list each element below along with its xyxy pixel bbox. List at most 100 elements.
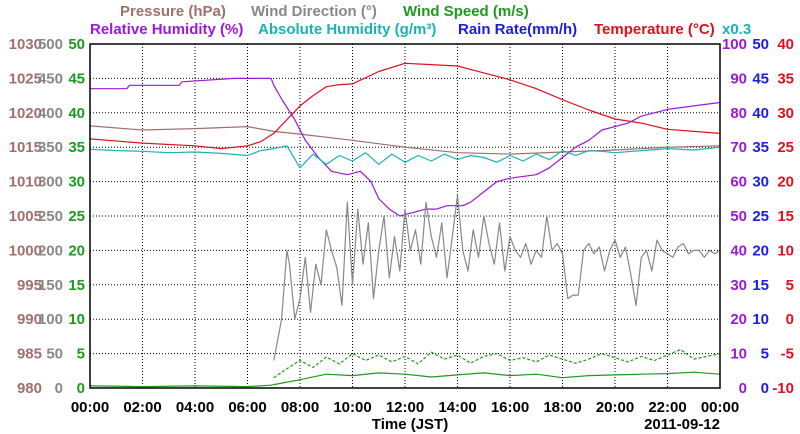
- legend-scale-note: x0.3: [722, 21, 751, 38]
- y-tick-wind-speed: 40: [68, 105, 85, 122]
- y-tick-wind-speed: 20: [68, 242, 85, 259]
- y-tick-temperature: 5: [786, 277, 794, 294]
- x-tick: 02:00: [123, 399, 161, 416]
- y-tick-temperature: -10: [772, 380, 794, 397]
- legend-rain-rate: Rain Rate(mm/h): [458, 21, 577, 38]
- series-layer: [89, 62, 721, 388]
- x-tick: 10:00: [333, 399, 371, 416]
- legend-wind-direction: Wind Direction (°): [251, 3, 377, 20]
- y-tick-temperature: 35: [777, 70, 794, 87]
- y-tick-relative-humidity: 40: [730, 242, 747, 259]
- y-tick-wind-speed: 35: [68, 139, 85, 156]
- x-tick: 20:00: [596, 399, 634, 416]
- y-tick-temperature: 15: [777, 208, 794, 225]
- tick-layer: 1030102510201015101010051000995990985980…: [9, 36, 794, 416]
- x-axis-label: Time (JST): [372, 416, 448, 433]
- y-tick-wind-direction: 150: [38, 277, 63, 294]
- grid: [90, 44, 720, 388]
- y-tick-pressure: 1000: [9, 242, 42, 259]
- y-tick-rain-rate: 35: [752, 139, 769, 156]
- y-tick-temperature: 25: [777, 139, 794, 156]
- y-tick-rain-rate: 5: [761, 346, 769, 363]
- series-line-wind-speed-gust-m-s: [273, 348, 721, 379]
- y-tick-relative-humidity: 50: [730, 208, 747, 225]
- x-tick: 16:00: [491, 399, 529, 416]
- y-tick-relative-humidity: 20: [730, 311, 747, 328]
- y-tick-wind-speed: 10: [68, 311, 85, 328]
- y-tick-wind-direction: 50: [46, 346, 63, 363]
- y-tick-relative-humidity: 10: [730, 346, 747, 363]
- y-tick-temperature: 40: [777, 36, 794, 53]
- plot-frame: [89, 43, 721, 389]
- y-tick-temperature: 20: [777, 174, 794, 191]
- x-tick: 00:00: [701, 399, 739, 416]
- series-line-relative-humidity: [90, 77, 721, 217]
- x-tick: 12:00: [386, 399, 424, 416]
- y-tick-relative-humidity: 70: [730, 139, 747, 156]
- y-tick-wind-speed: 25: [68, 208, 85, 225]
- x-tick: 00:00: [71, 399, 109, 416]
- y-tick-wind-direction: 400: [38, 105, 63, 122]
- y-tick-pressure: 1005: [9, 208, 42, 225]
- y-tick-relative-humidity: 60: [730, 174, 747, 191]
- y-tick-wind-speed: 15: [68, 277, 85, 294]
- legend-relative-humidity: Relative Humidity (%): [90, 21, 243, 38]
- y-tick-relative-humidity: 0: [739, 380, 747, 397]
- y-tick-temperature: 0: [786, 311, 794, 328]
- y-tick-pressure: 1025: [9, 70, 42, 87]
- y-tick-wind-speed: 5: [77, 346, 85, 363]
- series-line-absolute-humidity-g-m: [89, 145, 721, 169]
- legend-temperature: Temperature (°C): [594, 21, 715, 38]
- y-tick-rain-rate: 40: [752, 105, 769, 122]
- y-tick-wind-direction: 450: [38, 70, 63, 87]
- series-line-wind-speed-m-s: [89, 371, 721, 388]
- y-tick-pressure: 980: [17, 380, 42, 397]
- x-tick: 22:00: [648, 399, 686, 416]
- y-tick-temperature: -5: [781, 346, 794, 363]
- y-tick-wind-direction: 0: [55, 380, 63, 397]
- y-tick-wind-speed: 50: [68, 36, 85, 53]
- date-label: 2011-09-12: [644, 416, 720, 433]
- x-tick: 14:00: [438, 399, 476, 416]
- y-tick-wind-speed: 30: [68, 174, 85, 191]
- y-tick-relative-humidity: 90: [730, 70, 747, 87]
- y-tick-relative-humidity: 100: [722, 36, 747, 53]
- y-tick-wind-direction: 350: [38, 139, 63, 156]
- x-tick: 08:00: [281, 399, 319, 416]
- y-tick-temperature: 10: [777, 242, 794, 259]
- y-tick-rain-rate: 25: [752, 208, 769, 225]
- y-tick-relative-humidity: 30: [730, 277, 747, 294]
- y-tick-pressure: 1015: [9, 139, 42, 156]
- y-tick-wind-direction: 500: [38, 36, 63, 53]
- y-tick-wind-direction: 250: [38, 208, 63, 225]
- series-line-wind-direction: [273, 194, 721, 361]
- y-tick-wind-direction: 200: [38, 242, 63, 259]
- legend-absolute-humidity: Absolute Humidity (g/m³): [258, 21, 436, 38]
- y-tick-pressure: 1010: [9, 174, 42, 191]
- y-tick-rain-rate: 50: [752, 36, 769, 53]
- y-tick-rain-rate: 20: [752, 242, 769, 259]
- y-tick-rain-rate: 0: [761, 380, 769, 397]
- y-tick-rain-rate: 15: [752, 277, 769, 294]
- y-tick-wind-direction: 100: [38, 311, 63, 328]
- series-line-temperature-c: [89, 62, 721, 150]
- legend-pressure: Pressure (hPa): [120, 3, 226, 20]
- y-tick-pressure: 995: [17, 277, 42, 294]
- series-line-pressure-hpa: [89, 125, 721, 155]
- x-tick: 06:00: [228, 399, 266, 416]
- y-tick-rain-rate: 10: [752, 311, 769, 328]
- y-tick-temperature: 30: [777, 105, 794, 122]
- y-tick-rain-rate: 30: [752, 174, 769, 191]
- y-tick-wind-direction: 300: [38, 174, 63, 191]
- x-tick: 18:00: [543, 399, 581, 416]
- y-tick-pressure: 1020: [9, 105, 42, 122]
- y-tick-rain-rate: 45: [752, 70, 769, 87]
- y-tick-wind-speed: 45: [68, 70, 85, 87]
- x-tick: 04:00: [176, 399, 214, 416]
- y-tick-relative-humidity: 80: [730, 105, 747, 122]
- y-tick-pressure: 990: [17, 311, 42, 328]
- legend-wind-speed: Wind Speed (m/s): [403, 3, 529, 20]
- y-tick-pressure: 1030: [9, 36, 42, 53]
